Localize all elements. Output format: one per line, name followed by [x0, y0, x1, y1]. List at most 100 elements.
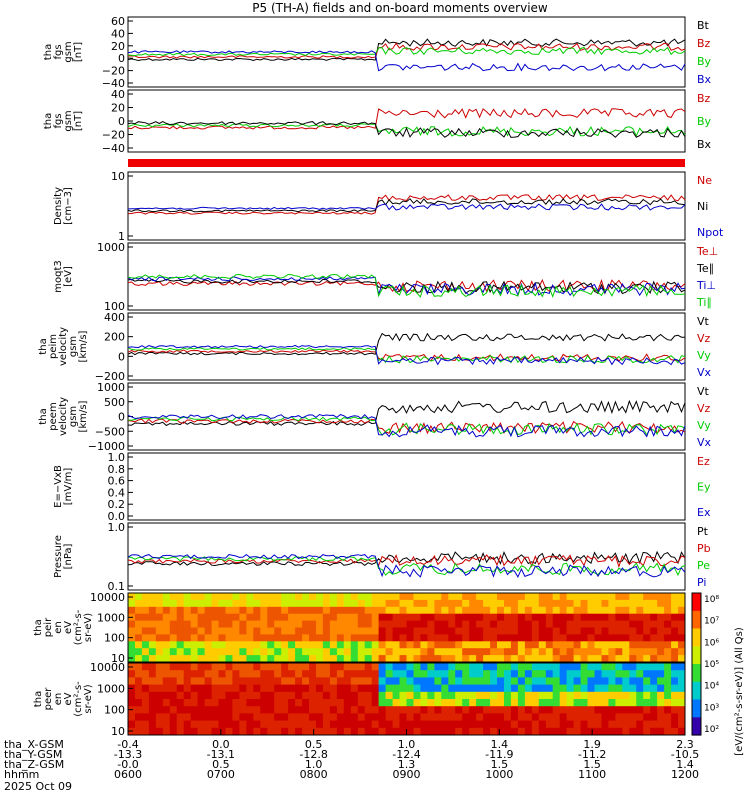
svg-text:eV: eV — [63, 692, 74, 705]
ephemeris-label: tha_Z-GSM — [4, 758, 64, 771]
series-Bx — [127, 50, 686, 72]
series-Pt — [127, 550, 686, 567]
svg-text:gsm: gsm — [68, 406, 79, 427]
panel-frame — [127, 171, 686, 241]
legend-Bz: Bz — [697, 92, 711, 105]
y-axis-label: tha peer en eV (cm²-s-sr-eV) — [33, 681, 94, 717]
ephemeris-value: 1.4 — [676, 758, 694, 771]
y-tick-label: 0.6 — [108, 475, 126, 488]
y-tick-label: 1.0 — [108, 451, 126, 464]
legend-By: By — [697, 55, 712, 68]
svg-text:peim: peim — [48, 334, 59, 359]
series-Ti∥ — [127, 273, 686, 298]
series-Te⊥ — [127, 278, 686, 293]
panel-5: 400 200 0 −200 tha peim velocity gsm [km/s] Vt Vz V… — [38, 311, 712, 383]
svg-text:tha: tha — [38, 408, 49, 424]
svg-text:(cm²-s-: (cm²-s- — [73, 681, 84, 717]
y-tick-label: −40 — [102, 77, 125, 90]
series-Vt — [127, 332, 685, 356]
panel-9: 10000 1000 100 10 tha peir en eV (cm²-s-sr-eV) — [33, 591, 686, 665]
colorbar-segment — [692, 628, 701, 647]
colorbar-tick-label: 10³ — [704, 703, 719, 713]
panel-frame — [127, 89, 686, 153]
y-tick-label: −200 — [95, 370, 125, 383]
y-tick-label: 1 — [118, 230, 125, 243]
ephemeris-value: 1.0 — [398, 738, 416, 751]
legend-Vy: Vy — [697, 419, 711, 432]
svg-text:fgs: fgs — [53, 113, 64, 128]
y-tick-label: 40 — [111, 27, 125, 40]
panel-frame — [127, 592, 686, 663]
legend-Vz: Vz — [697, 402, 711, 415]
panel-frame — [127, 242, 686, 311]
legend-Te∥: Te∥ — [696, 262, 714, 275]
ephemeris-value: -12.4 — [392, 748, 420, 761]
y-tick-label: 10000 — [90, 591, 125, 604]
ephemeris-value: -0.0 — [117, 758, 138, 771]
y-tick-label: 1000 — [97, 611, 125, 624]
ephemeris-value: -12.8 — [299, 748, 327, 761]
time-tick-label: 1200 — [671, 768, 699, 781]
series-Pe — [127, 556, 686, 577]
y-tick-label: 400 — [104, 311, 125, 324]
ephemeris-value: 2.3 — [676, 738, 694, 751]
legend-Ti∥: Ti∥ — [696, 296, 712, 309]
spectrogram-9 — [128, 593, 686, 663]
svg-text:velocity: velocity — [58, 327, 69, 366]
svg-text:[km/s]: [km/s] — [78, 400, 89, 432]
y-tick-label: 200 — [104, 331, 125, 344]
svg-text:en: en — [53, 693, 64, 706]
ephemeris-value: 0.5 — [212, 758, 230, 771]
svg-text:en: en — [53, 621, 64, 634]
y-tick-label: 10 — [111, 725, 125, 738]
svg-text:E=−VxB: E=−VxB — [53, 465, 64, 508]
y-axis-label: tha peem velocity gsm [km/s] — [38, 397, 89, 436]
legend-Bx: Bx — [697, 138, 712, 151]
panel-frame — [127, 452, 686, 521]
y-tick-label: −20 — [102, 129, 125, 142]
y-tick-label: 10000 — [90, 661, 125, 674]
panel-frame — [127, 312, 686, 381]
y-tick-label: 40 — [111, 88, 125, 101]
y-tick-label: 0 — [118, 52, 125, 65]
y-axis-label: tha fgs gsm [nT] — [43, 110, 84, 131]
y-tick-label: 10 — [111, 652, 125, 665]
y-tick-label: 0.2 — [108, 498, 126, 511]
legend-Vx: Vx — [697, 436, 712, 449]
legend-Pi: Pi — [697, 576, 706, 589]
y-axis-label: tha fgs gsm [nT] — [43, 41, 84, 62]
series-By — [127, 46, 686, 57]
svg-text:sr-eV): sr-eV) — [83, 684, 94, 713]
y-tick-label: −500 — [95, 425, 125, 438]
ephemeris-value: 1.5 — [491, 758, 509, 771]
time-axis-label: hhmm — [4, 768, 39, 781]
series-Npot — [127, 203, 686, 211]
legend-Vx: Vx — [697, 366, 712, 379]
ephemeris-value: -0.4 — [117, 738, 138, 751]
y-tick-label: 60 — [111, 15, 125, 28]
ephemeris-value: -13.3 — [114, 748, 142, 761]
colorbar-tick-label: 10² — [704, 725, 719, 735]
y-tick-label: −1000 — [88, 440, 125, 453]
y-tick-label: 0.1 — [108, 580, 126, 593]
svg-text:(cm²-s-: (cm²-s- — [73, 609, 84, 645]
y-tick-label: 0 — [118, 411, 125, 424]
svg-text:tha: tha — [43, 113, 54, 129]
y-axis-label: E=−VxB [mV/m] — [53, 465, 74, 508]
panel-3: 10 1 Density [cm−3] Ne Ni Npot — [53, 170, 724, 243]
y-tick-label: 0.0 — [108, 510, 126, 523]
ephemeris-value: -13.1 — [207, 748, 235, 761]
series-Bz — [127, 108, 686, 130]
svg-text:gsm: gsm — [63, 110, 74, 131]
colorbar-segment — [692, 699, 701, 718]
legend-Vz: Vz — [697, 332, 711, 345]
svg-text:velocity: velocity — [58, 397, 69, 436]
colorbar-segment — [692, 664, 701, 683]
colorbar-segment — [692, 610, 701, 630]
svg-text:gsm: gsm — [63, 41, 74, 62]
time-tick-label: 1100 — [578, 768, 606, 781]
panel-frame — [127, 16, 686, 88]
ephemeris-value: 1.0 — [305, 758, 323, 771]
svg-text:Density: Density — [53, 187, 64, 225]
